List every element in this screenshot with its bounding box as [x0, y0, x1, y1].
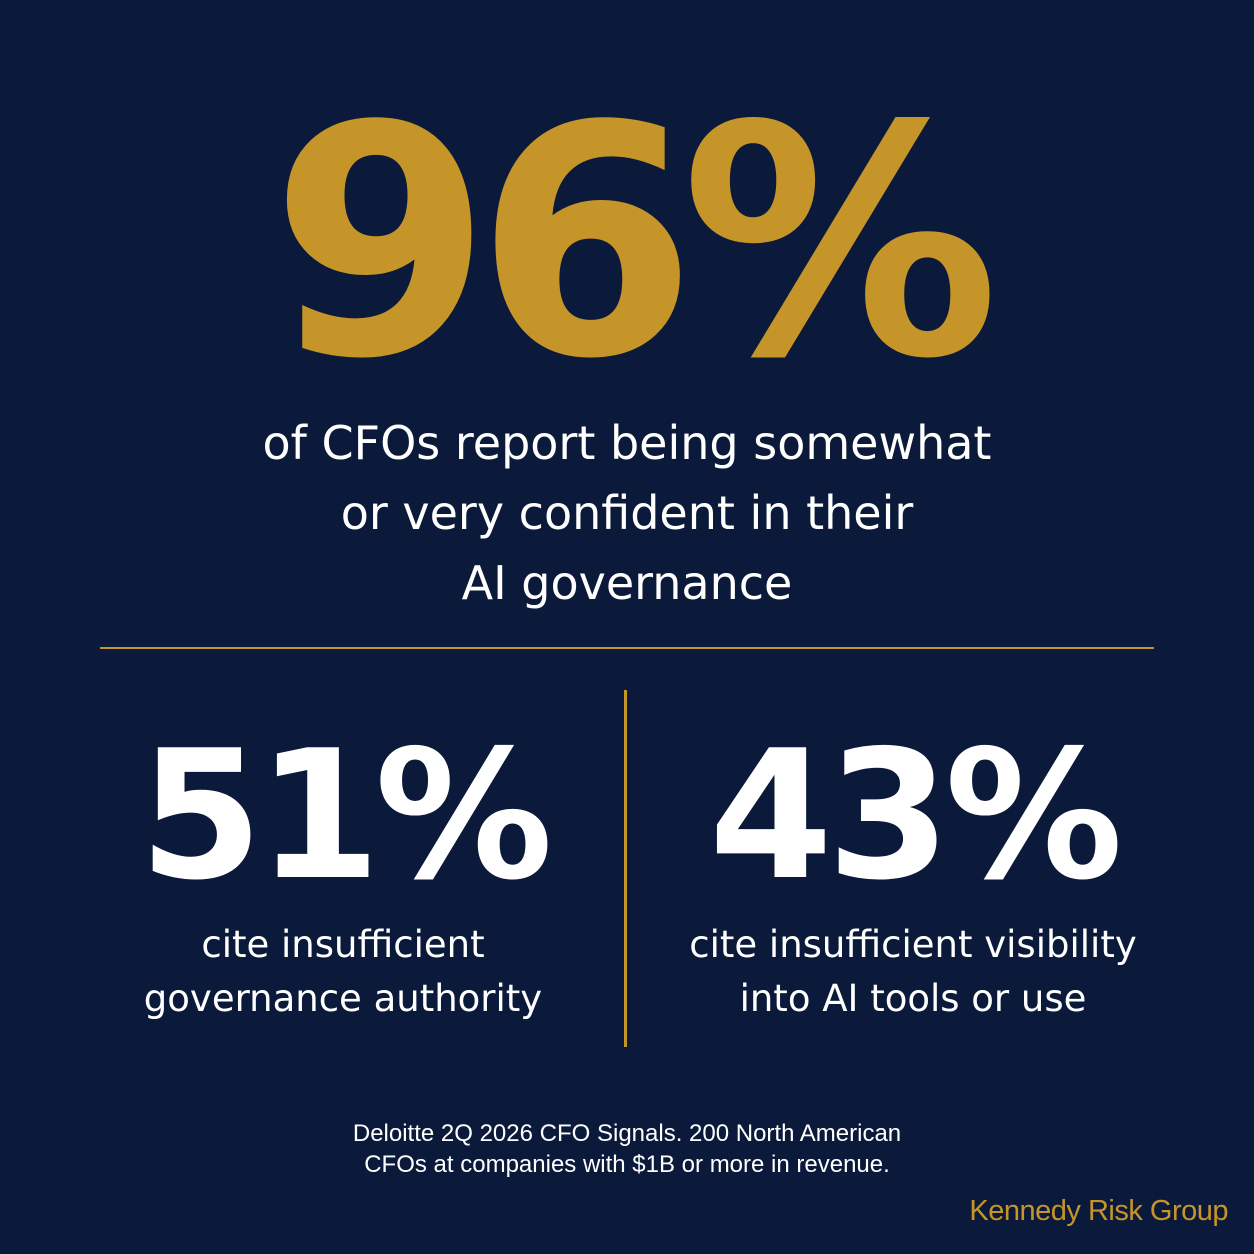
headline-caption-line: or very confident in their [340, 486, 914, 540]
vertical-divider [624, 690, 627, 1047]
stat-visibility-caption: cite insufficient visibility into AI too… [630, 918, 1196, 1026]
source-note: Deloitte 2Q 2026 CFO Signals. 200 North … [227, 1118, 1027, 1180]
stat-caption-line: cite insufficient [201, 923, 485, 966]
source-note-line: Deloitte 2Q 2026 CFO Signals. 200 North … [352, 1120, 902, 1147]
horizontal-divider [100, 647, 1154, 649]
headline-caption: of CFOs report being somewhat or very co… [127, 408, 1127, 618]
stat-authority-caption: cite insufficient governance authority [60, 918, 626, 1026]
source-note-line: CFOs at companies with $1B or more in re… [364, 1151, 890, 1178]
stat-caption-line: into AI tools or use [739, 977, 1087, 1020]
headline-stat-value: 96% [270, 58, 999, 428]
stat-visibility-value: 43% [708, 712, 1123, 919]
stat-caption-line: governance authority [143, 977, 543, 1020]
stat-caption-line: cite insufficient visibility [689, 923, 1137, 966]
brand-wordmark: Kennedy Risk Group [969, 1195, 1228, 1227]
stat-authority-value: 51% [138, 712, 553, 919]
stat-authority: 51% cite insufficient governance authori… [60, 718, 626, 1026]
stat-visibility: 43% cite insufficient visibility into AI… [630, 718, 1196, 1026]
headline-caption-line: AI governance [461, 556, 793, 610]
headline-caption-line: of CFOs report being somewhat [262, 416, 992, 470]
